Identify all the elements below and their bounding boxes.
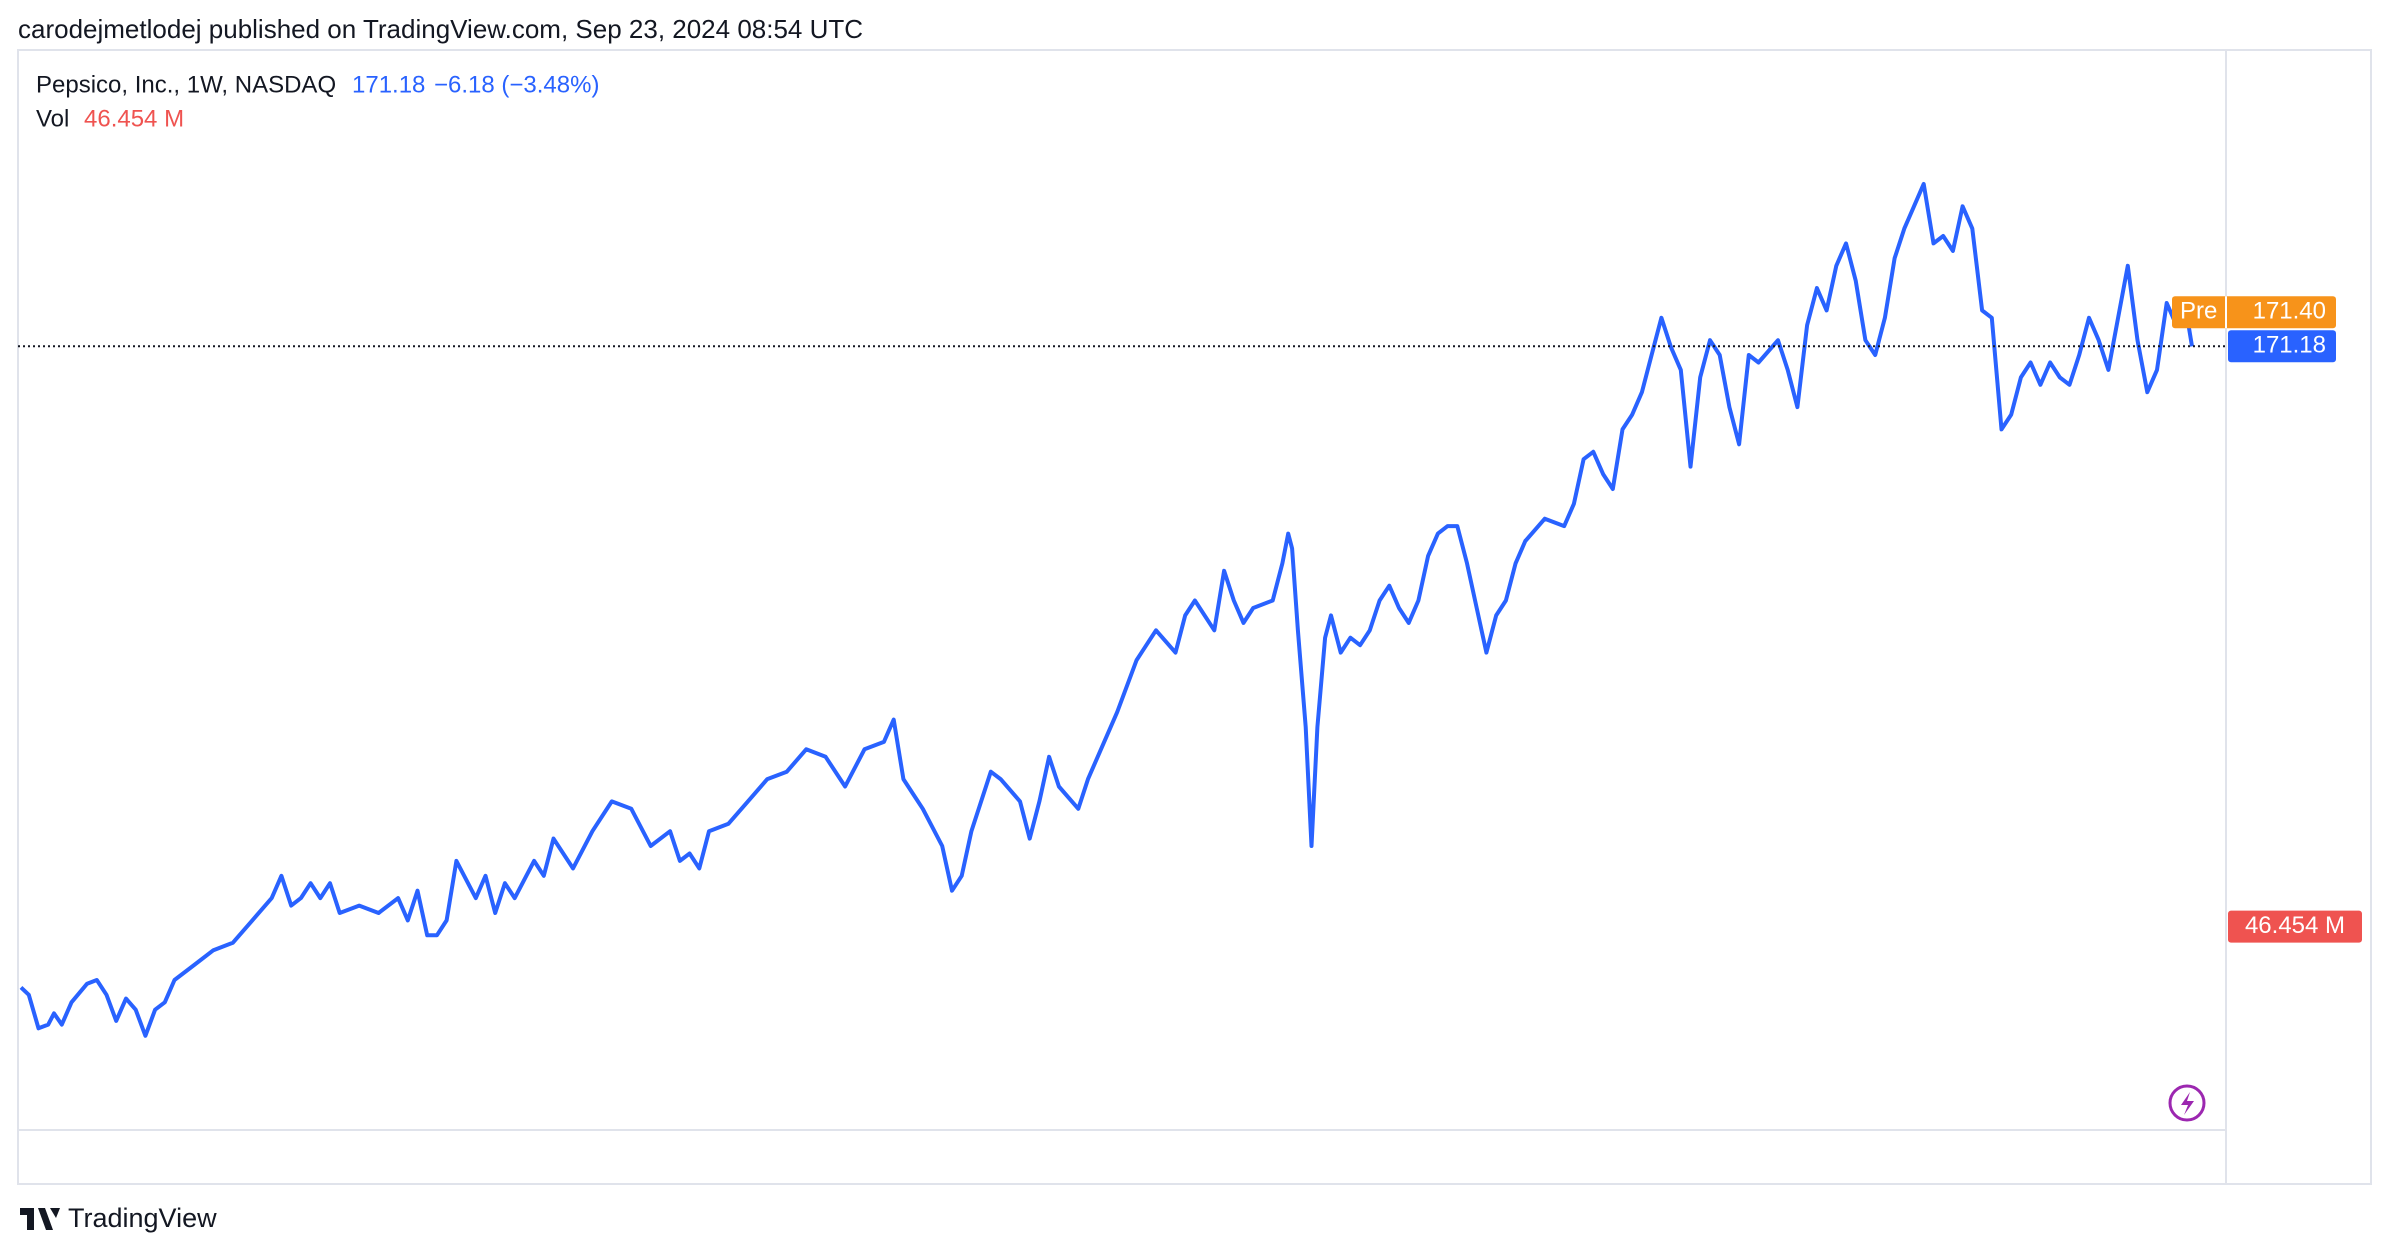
price-line [19,181,2194,1038]
lightning-bolt [2181,1092,2194,1115]
last-price-legend: 171.18 [352,71,425,98]
logo [20,1207,60,1230]
footer: TradingView [20,1203,217,1234]
volume-tag-label: 46.454 M [2245,912,2345,939]
brand: TradingView [68,1203,217,1233]
volume-name: Vol [36,105,69,132]
lightning-icon[interactable] [2168,1084,2206,1122]
volume-legend: 46.454 M [84,105,184,132]
last-price-tag [2228,330,2336,363]
pre-tag [2172,296,2336,329]
pre-price: 171.40 [2253,298,2326,325]
publish-info: carodejmetlodej published on TradingView… [18,14,864,44]
pre-label: Pre [2180,298,2217,325]
change: −6.18 (−3.48%) [434,71,599,98]
last-price-tag-label: 171.18 [2253,332,2326,359]
chart-frame [17,49,2372,1185]
volume-tag [2228,910,2362,943]
symbol: Pepsico, Inc., 1W, NASDAQ [36,71,336,98]
